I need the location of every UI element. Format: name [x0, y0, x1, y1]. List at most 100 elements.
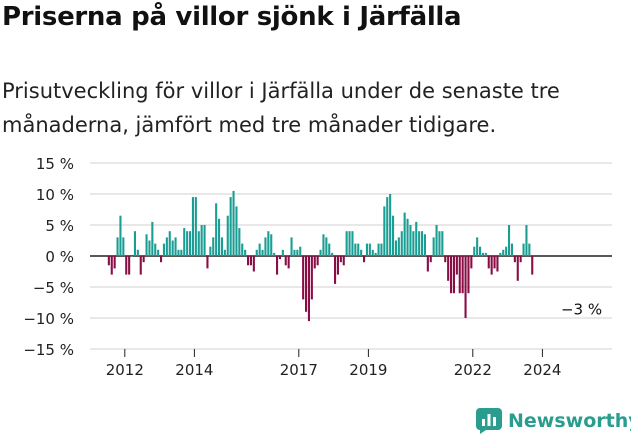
bar — [287, 256, 290, 269]
bar — [519, 256, 522, 263]
bar — [418, 231, 421, 256]
y-tick-label: −15 % — [23, 341, 74, 359]
bar — [174, 237, 177, 256]
bar — [429, 256, 432, 263]
bar — [522, 243, 525, 256]
bar — [142, 256, 145, 263]
x-axis: 2012 2014 2017 2019 2022 2024 — [106, 349, 561, 379]
bar — [397, 237, 400, 256]
bar — [258, 243, 261, 256]
bar — [473, 246, 476, 256]
bar — [278, 256, 281, 260]
bar — [487, 256, 490, 269]
bar — [377, 243, 380, 256]
y-tick-label: −5 % — [33, 279, 74, 297]
bar — [508, 225, 511, 256]
bar — [302, 256, 305, 300]
brand-name: Newsworthy — [508, 410, 631, 432]
bar — [296, 249, 299, 256]
bar — [348, 231, 351, 256]
x-tick-label: 2024 — [523, 361, 561, 379]
bar — [441, 231, 444, 256]
bar — [133, 231, 136, 256]
bar — [206, 256, 209, 269]
bar — [325, 237, 328, 256]
x-tick-label: 2017 — [280, 361, 318, 379]
bar — [493, 256, 496, 269]
bar — [351, 231, 354, 256]
bar — [107, 256, 110, 266]
bar — [197, 231, 200, 256]
bar — [470, 256, 473, 269]
gridlines — [90, 162, 612, 350]
bar — [162, 243, 165, 256]
bar — [261, 249, 264, 256]
bar — [374, 252, 377, 256]
bar — [270, 234, 273, 256]
bar — [116, 237, 119, 256]
bars — [107, 190, 534, 322]
bar — [264, 237, 267, 256]
bar — [293, 249, 296, 256]
bar — [481, 252, 484, 256]
bar — [426, 256, 429, 272]
bar — [450, 256, 453, 294]
bar — [528, 243, 531, 256]
bar — [186, 231, 189, 256]
bar — [319, 249, 322, 256]
x-tick-label: 2019 — [349, 361, 387, 379]
bar — [238, 228, 241, 256]
bar — [212, 237, 215, 256]
bar — [496, 256, 499, 272]
annotation-label: −3 % — [561, 301, 602, 319]
bar — [479, 246, 482, 256]
bar — [371, 249, 374, 256]
bar — [119, 215, 122, 256]
y-tick-label: 10 % — [36, 186, 74, 204]
chart-title: Priserna på villor sjönk i Järfälla — [2, 2, 462, 32]
bar — [458, 256, 461, 294]
bar — [139, 256, 142, 275]
bar — [136, 249, 139, 256]
x-tick-label: 2022 — [454, 361, 492, 379]
bar — [128, 256, 131, 275]
bar — [455, 256, 458, 275]
x-tick-label: 2014 — [175, 361, 213, 379]
newsworthy-logo: Newsworthy — [476, 408, 631, 434]
bar — [209, 246, 212, 256]
bar — [383, 206, 386, 256]
bar — [154, 243, 157, 256]
bar — [226, 215, 229, 256]
bar — [400, 231, 403, 256]
bar — [220, 237, 223, 256]
bar — [299, 246, 302, 256]
bar — [392, 215, 395, 256]
bar — [125, 256, 128, 275]
bar — [380, 243, 383, 256]
bar — [168, 231, 171, 256]
bar — [249, 256, 252, 266]
bar — [525, 225, 528, 256]
bar — [160, 256, 163, 263]
bar — [232, 190, 235, 256]
bar — [476, 237, 479, 256]
bar — [394, 240, 397, 256]
bar — [284, 256, 287, 266]
bar — [406, 218, 409, 256]
bar — [386, 197, 389, 256]
bar — [267, 231, 270, 256]
bar — [452, 256, 455, 294]
bar — [357, 243, 360, 256]
bar — [200, 225, 203, 256]
y-tick-label: −10 % — [23, 310, 74, 328]
bar — [235, 206, 238, 256]
bar — [435, 225, 438, 256]
bar — [218, 218, 221, 256]
bar — [180, 249, 183, 256]
y-tick-label: 15 % — [36, 155, 74, 173]
bar — [505, 246, 508, 256]
bar — [157, 249, 160, 256]
bar — [171, 240, 174, 256]
x-tick-label: 2012 — [106, 361, 144, 379]
bar — [421, 231, 424, 256]
